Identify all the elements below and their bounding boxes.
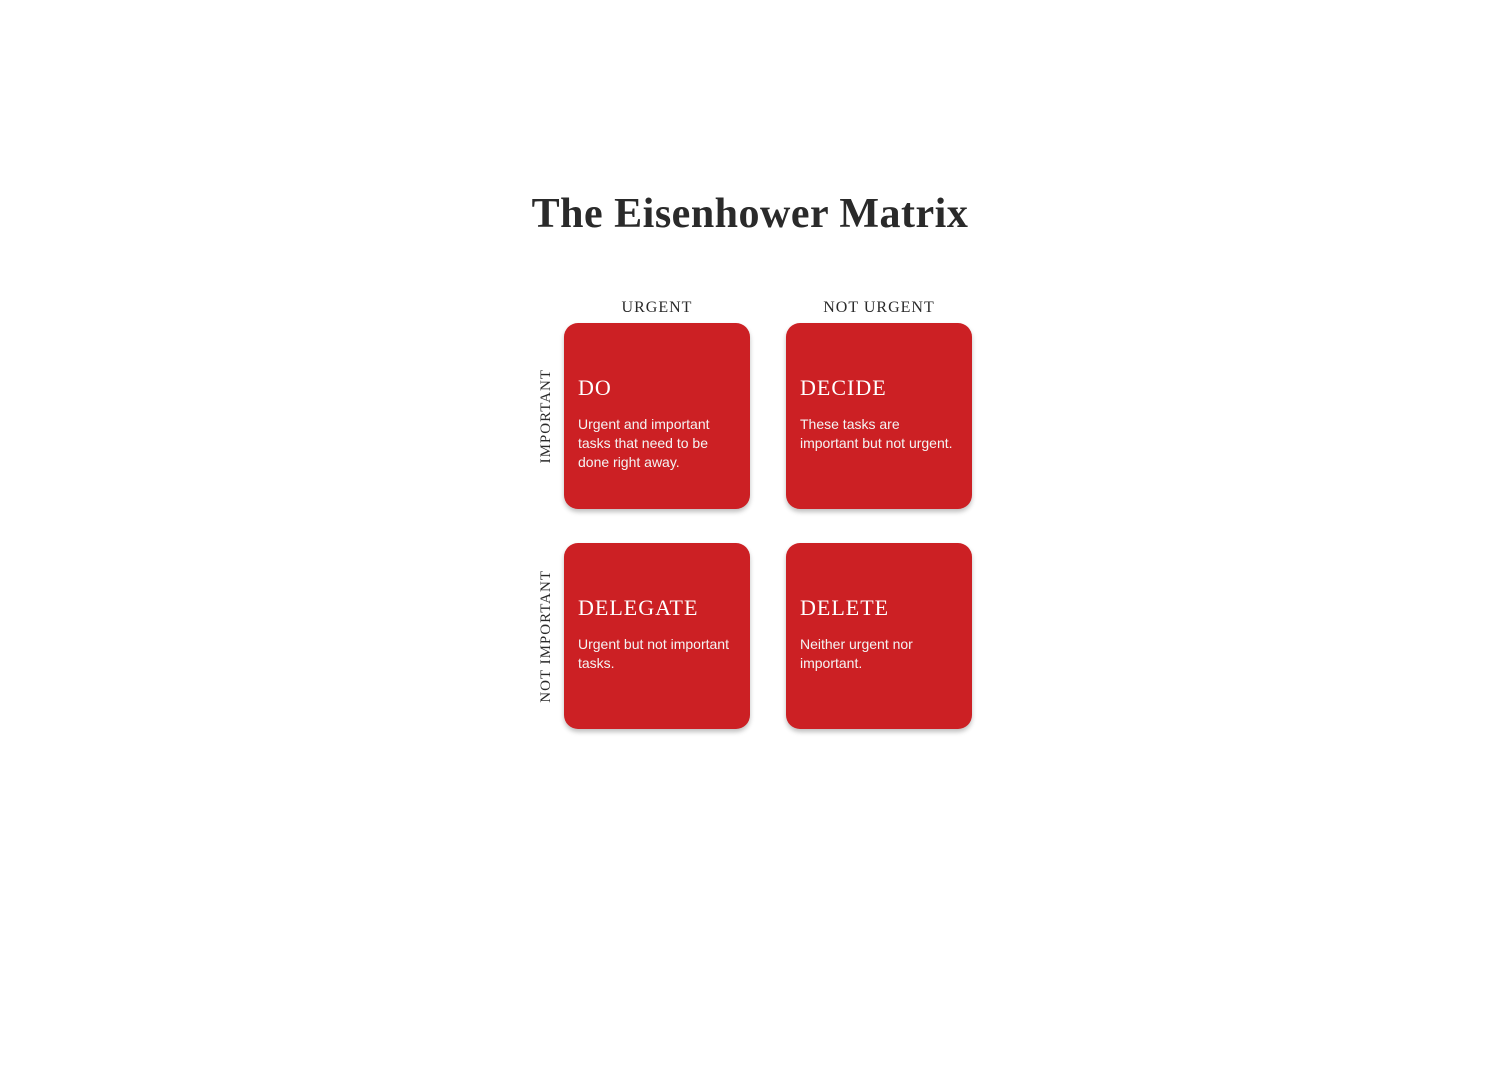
matrix-grid: URGENT NOT URGENT IMPORTANT NOT IMPORTAN… [528, 293, 972, 729]
quadrant-delete: DELETE Neither urgent nor important. [786, 543, 972, 729]
column-header-urgent: URGENT [622, 299, 693, 317]
quadrant-decide: DECIDE These tasks are important but not… [786, 323, 972, 509]
quadrant-do-desc: Urgent and important tasks that need to … [578, 415, 736, 472]
quadrant-decide-title: DECIDE [800, 375, 958, 401]
column-header-not-urgent: NOT URGENT [823, 299, 934, 317]
quadrant-delegate: DELEGATE Urgent but not important tasks. [564, 543, 750, 729]
quadrant-decide-desc: These tasks are important but not urgent… [800, 415, 958, 453]
quadrant-delete-desc: Neither urgent nor important. [800, 635, 958, 673]
row-header-not-important: NOT IMPORTANT [538, 570, 555, 703]
quadrant-delegate-title: DELEGATE [578, 595, 736, 621]
page-title: The Eisenhower Matrix [532, 190, 969, 238]
quadrant-do-title: DO [578, 375, 736, 401]
quadrant-delegate-desc: Urgent but not important tasks. [578, 635, 736, 673]
quadrant-do: DO Urgent and important tasks that need … [564, 323, 750, 509]
matrix-container: The Eisenhower Matrix URGENT NOT URGENT … [528, 190, 972, 729]
row-header-important: IMPORTANT [538, 369, 555, 463]
quadrant-delete-title: DELETE [800, 595, 958, 621]
